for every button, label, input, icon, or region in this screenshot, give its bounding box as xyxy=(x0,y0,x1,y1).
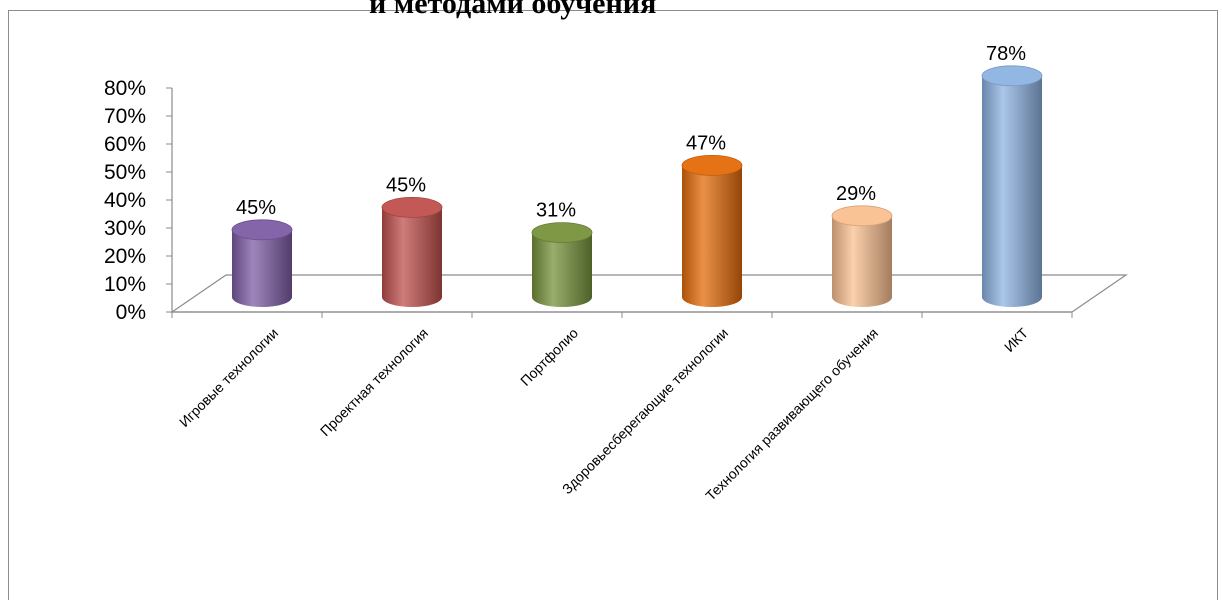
bars xyxy=(231,65,1043,307)
y-tick-label: 20% xyxy=(104,245,146,268)
y-tick-label: 60% xyxy=(104,133,146,156)
y-tick-label: 50% xyxy=(104,161,146,184)
y-tick-label: 0% xyxy=(116,301,146,324)
x-tick-label: Здоровьесберегающие технологии xyxy=(559,325,731,497)
bar-top xyxy=(831,205,893,227)
data-label: 31% xyxy=(536,200,576,222)
y-axis: 0% 10% 20% 30% 40% 50% 60% 70% 80% xyxy=(104,77,173,324)
data-label: 78% xyxy=(986,43,1026,65)
y-tick-label: 10% xyxy=(104,273,146,296)
x-tick-label: Технология развивающего обучения xyxy=(702,325,881,504)
bar xyxy=(531,222,593,307)
x-tick-label: Проектная технология xyxy=(317,325,431,439)
x-tick-label: ИКТ xyxy=(1001,324,1032,355)
bar-body xyxy=(532,232,592,307)
bar xyxy=(681,154,743,307)
data-labels: 45% 45% 31% 47% 29% 78% xyxy=(236,43,1026,222)
bar-body xyxy=(382,207,442,307)
bar-top xyxy=(681,154,743,176)
y-tick-label: 30% xyxy=(104,217,146,240)
bar-top xyxy=(381,196,443,218)
bar-top xyxy=(531,222,593,244)
x-tick-label: Портфолио xyxy=(517,325,581,389)
bar xyxy=(981,65,1043,307)
bar-body xyxy=(232,229,292,307)
bar-body xyxy=(982,75,1042,307)
data-label: 29% xyxy=(836,183,876,205)
bar-top xyxy=(231,219,293,241)
data-label: 45% xyxy=(386,174,426,196)
bar-body xyxy=(682,165,742,307)
y-tick-label: 40% xyxy=(104,189,146,212)
data-label: 45% xyxy=(236,197,276,219)
y-tick-label: 70% xyxy=(104,105,146,128)
x-tick-label: Игровые технологии xyxy=(176,325,281,430)
data-label: 47% xyxy=(686,132,726,154)
bar xyxy=(381,196,443,307)
bar xyxy=(831,205,893,307)
bar-top xyxy=(981,65,1043,87)
bar xyxy=(231,219,293,307)
y-tick-label: 80% xyxy=(104,77,146,100)
x-axis: Игровые технологии Проектная технология По… xyxy=(171,311,1073,504)
chart-title: и методами обучения xyxy=(369,0,657,20)
bar-body xyxy=(832,215,892,307)
